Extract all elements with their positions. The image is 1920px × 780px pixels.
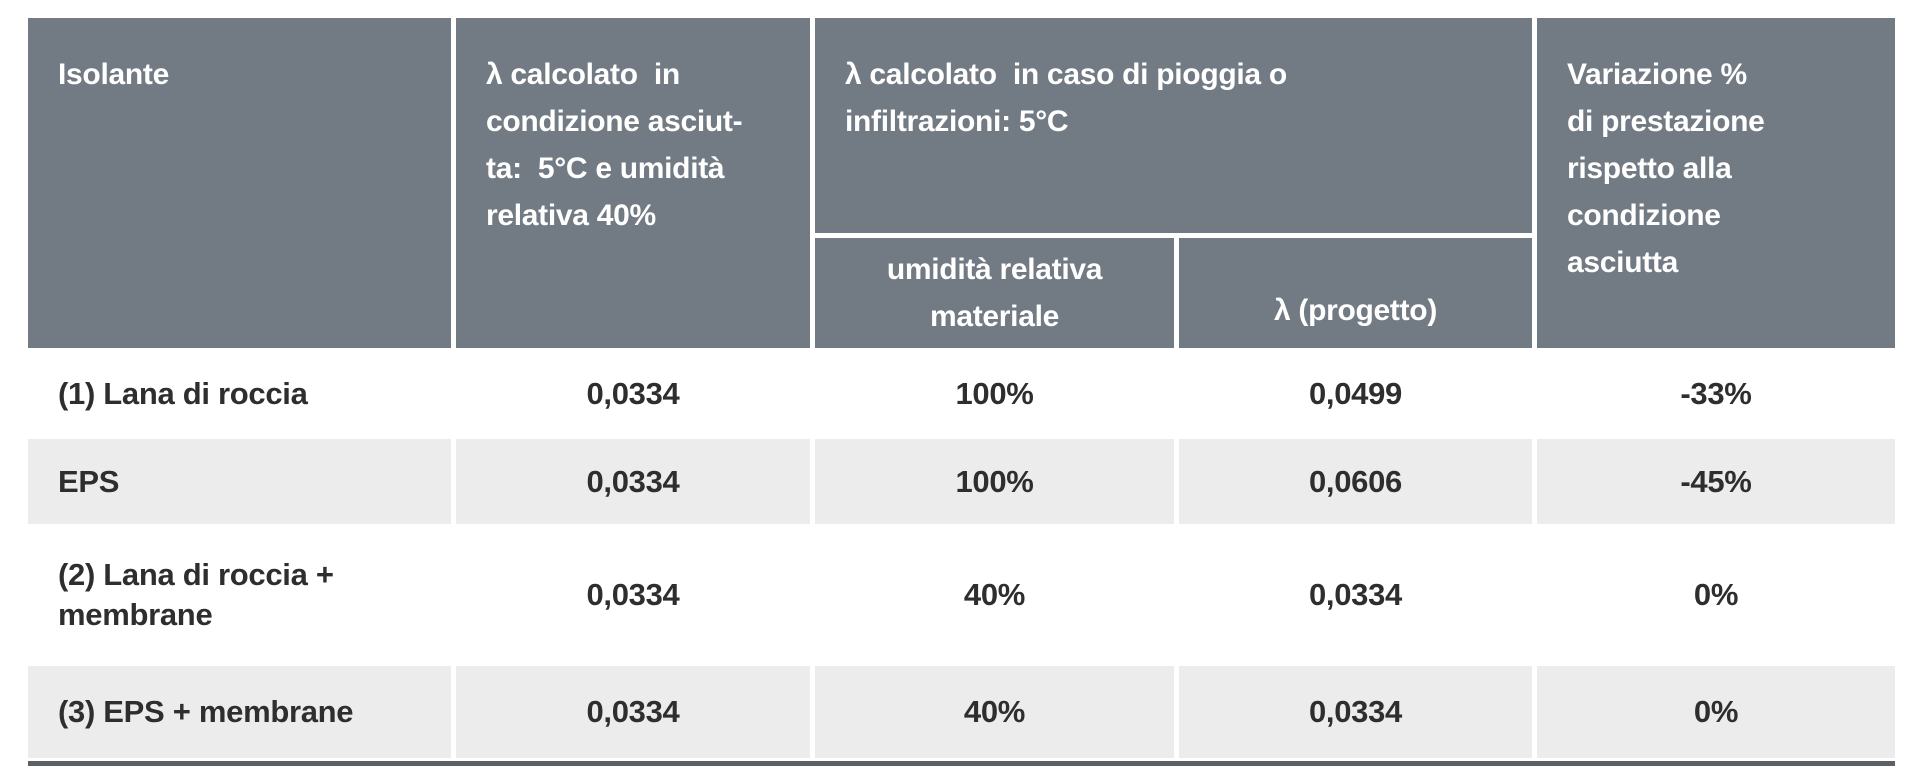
header-humidity: umidità relativa materiale — [815, 238, 1174, 348]
cell-isolante: (1) Lana di roccia — [28, 351, 451, 436]
cell-isolante: (2) Lana di roccia + membrane — [28, 527, 451, 663]
cell-lambda-dry: 0,0334 — [456, 351, 810, 436]
header-lambda-design: λ (progetto) — [1179, 238, 1532, 348]
cell-variation: -45% — [1537, 439, 1895, 524]
cell-lambda-design: 0,0606 — [1179, 439, 1532, 524]
cell-humidity: 100% — [815, 439, 1174, 524]
header-lambda-dry: λ calcolato in condizione asciut- ta: 5°… — [456, 18, 810, 348]
cell-lambda-dry: 0,0334 — [456, 666, 810, 758]
table-row: (3) EPS + membrane 0,0334 40% 0,0334 0% — [28, 666, 1895, 758]
header-wet-subrow: umidità relativa materiale λ (progetto) — [815, 238, 1532, 348]
table-bottom-border — [28, 761, 1895, 766]
table-row: EPS 0,0334 100% 0,0606 -45% — [28, 439, 1895, 524]
cell-humidity: 40% — [815, 666, 1174, 758]
cell-variation: -33% — [1537, 351, 1895, 436]
cell-isolante: EPS — [28, 439, 451, 524]
cell-lambda-dry: 0,0334 — [456, 439, 810, 524]
cell-humidity: 40% — [815, 527, 1174, 663]
cell-variation: 0% — [1537, 666, 1895, 758]
insulation-table: Isolante λ calcolato in condizione asciu… — [28, 18, 1895, 766]
table-row: (2) Lana di roccia + membrane 0,0334 40%… — [28, 527, 1895, 663]
cell-lambda-design: 0,0334 — [1179, 527, 1532, 663]
cell-humidity: 100% — [815, 351, 1174, 436]
header-wet-group: λ calcolato in caso di pioggia o infiltr… — [815, 18, 1532, 348]
cell-lambda-design: 0,0334 — [1179, 666, 1532, 758]
header-wet-title: λ calcolato in caso di pioggia o infiltr… — [815, 18, 1532, 233]
table-header-row: Isolante λ calcolato in condizione asciu… — [28, 18, 1895, 348]
header-variation: Variazione % di prestazione rispetto all… — [1537, 18, 1895, 348]
cell-isolante: (3) EPS + membrane — [28, 666, 451, 758]
cell-variation: 0% — [1537, 527, 1895, 663]
table-row: (1) Lana di roccia 0,0334 100% 0,0499 -3… — [28, 351, 1895, 436]
header-isolante: Isolante — [28, 18, 451, 348]
cell-lambda-dry: 0,0334 — [456, 527, 810, 663]
cell-lambda-design: 0,0499 — [1179, 351, 1532, 436]
